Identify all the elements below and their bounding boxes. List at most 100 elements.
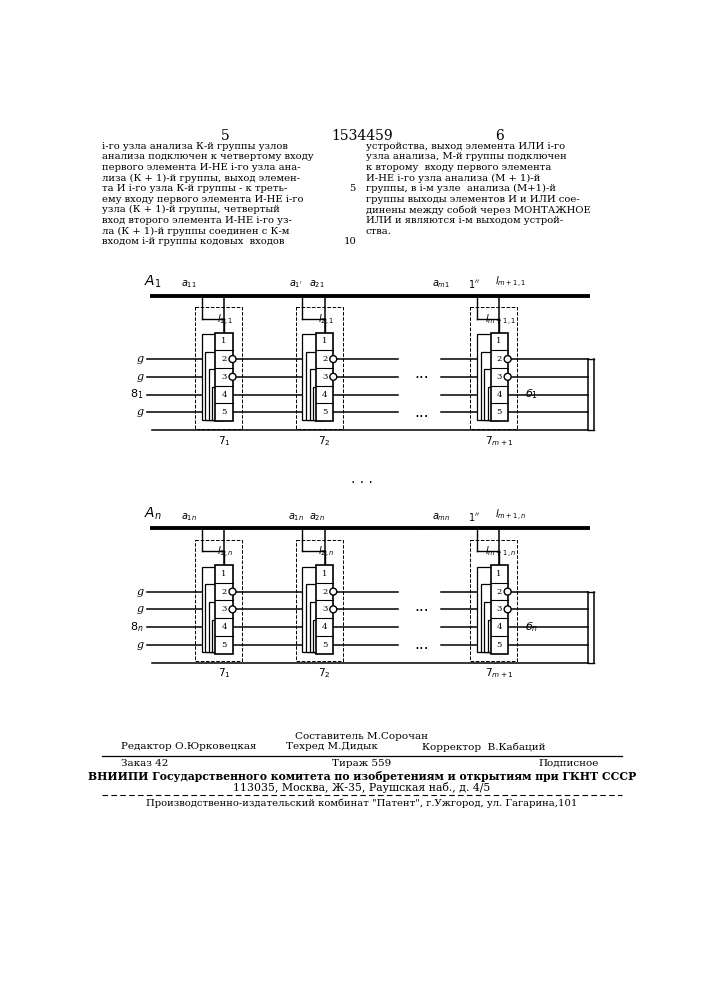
Bar xyxy=(313,620,325,652)
Text: 1: 1 xyxy=(322,337,327,345)
Text: $a_{mn}$: $a_{mn}$ xyxy=(432,511,450,523)
Text: 1: 1 xyxy=(496,570,502,578)
Bar xyxy=(195,540,242,661)
Text: $l_{m+1,1}$: $l_{m+1,1}$ xyxy=(495,275,526,290)
Text: ...: ... xyxy=(414,637,429,652)
Text: $б_n$: $б_n$ xyxy=(525,620,538,634)
Text: 1: 1 xyxy=(221,570,227,578)
Circle shape xyxy=(504,588,511,595)
Text: И-НЕ i-го узла анализа (М + 1)-й: И-НЕ i-го узла анализа (М + 1)-й xyxy=(366,173,540,183)
Bar xyxy=(201,567,224,652)
Bar xyxy=(488,387,499,420)
Text: $a_{1n}$: $a_{1n}$ xyxy=(181,511,197,523)
Text: лиза (К + 1)-й группы, выход элемен-: лиза (К + 1)-й группы, выход элемен- xyxy=(103,173,300,183)
Text: 5: 5 xyxy=(221,129,230,143)
Text: 4: 4 xyxy=(496,391,502,399)
Text: 3: 3 xyxy=(221,373,227,381)
Bar xyxy=(209,369,224,420)
Text: 1: 1 xyxy=(496,337,502,345)
Text: 3: 3 xyxy=(221,605,227,613)
Text: 4: 4 xyxy=(322,623,327,631)
Text: узла (К + 1)-й группы, четвертый: узла (К + 1)-й группы, четвертый xyxy=(103,205,280,214)
Bar xyxy=(296,540,343,661)
Text: 3: 3 xyxy=(496,373,502,381)
Text: Составитель М.Сорочан: Составитель М.Сорочан xyxy=(296,732,428,741)
Bar xyxy=(481,584,499,652)
Text: $l_{m+1,n}$: $l_{m+1,n}$ xyxy=(485,545,516,560)
Text: $l_{1,1}$: $l_{1,1}$ xyxy=(218,313,233,328)
Text: g: g xyxy=(136,640,144,650)
Text: Заказ 42: Заказ 42 xyxy=(121,759,168,768)
Text: первого элемента И-НЕ i-го узла ана-: первого элемента И-НЕ i-го узла ана- xyxy=(103,163,301,172)
Text: ства.: ства. xyxy=(366,227,392,236)
Bar xyxy=(195,307,242,429)
Bar xyxy=(316,333,333,421)
Bar xyxy=(206,352,224,420)
Text: входом i-й группы кодовых  входов: входом i-й группы кодовых входов xyxy=(103,237,285,246)
Bar xyxy=(488,620,499,652)
Text: $7_1$: $7_1$ xyxy=(218,667,230,681)
Text: 5: 5 xyxy=(221,641,227,649)
Text: 4: 4 xyxy=(322,391,327,399)
Text: 3: 3 xyxy=(322,605,327,613)
Text: $7_2$: $7_2$ xyxy=(318,434,331,448)
Bar xyxy=(481,352,499,420)
Bar xyxy=(484,369,499,420)
Bar xyxy=(491,333,508,421)
Text: $l_{2,n}$: $l_{2,n}$ xyxy=(318,545,334,560)
Text: группы, в i-м узле  анализа (М+1)-й: группы, в i-м узле анализа (М+1)-й xyxy=(366,184,556,193)
Text: $l_{2,1}$: $l_{2,1}$ xyxy=(318,313,334,328)
Bar xyxy=(477,334,499,420)
Bar xyxy=(201,334,224,420)
Text: ...: ... xyxy=(414,518,429,533)
Text: $7_1$: $7_1$ xyxy=(218,434,230,448)
Text: 4: 4 xyxy=(221,391,227,399)
Bar xyxy=(216,565,233,654)
Text: 2: 2 xyxy=(496,588,502,596)
Text: ему входу первого элемента И-НЕ i-го: ему входу первого элемента И-НЕ i-го xyxy=(103,195,304,204)
Text: 6: 6 xyxy=(495,129,503,143)
Text: $7_{m+1}$: $7_{m+1}$ xyxy=(485,667,513,681)
Text: $1''$: $1''$ xyxy=(467,511,479,523)
Text: $a_{1n}$: $a_{1n}$ xyxy=(288,511,304,523)
Text: 4: 4 xyxy=(221,623,227,631)
Text: 1: 1 xyxy=(322,570,327,578)
Text: 5: 5 xyxy=(496,408,502,416)
Bar xyxy=(209,602,224,652)
Text: ...: ... xyxy=(414,366,429,381)
Text: группы выходы элементов И и ИЛИ сое-: группы выходы элементов И и ИЛИ сое- xyxy=(366,195,580,204)
Circle shape xyxy=(504,373,511,380)
Text: 2: 2 xyxy=(322,355,327,363)
Text: $8_n$: $8_n$ xyxy=(130,620,144,634)
Text: динены между собой через МОНТАЖНОЕ: динены между собой через МОНТАЖНОЕ xyxy=(366,205,590,215)
Bar xyxy=(303,334,325,420)
Text: $a_{21}$: $a_{21}$ xyxy=(309,278,325,290)
Bar xyxy=(216,333,233,421)
Text: $8_1$: $8_1$ xyxy=(130,388,144,401)
Circle shape xyxy=(229,588,236,595)
Circle shape xyxy=(329,356,337,363)
Circle shape xyxy=(329,373,337,380)
Bar xyxy=(477,567,499,652)
Text: $l_{m+1,1}$: $l_{m+1,1}$ xyxy=(485,313,516,328)
Text: g: g xyxy=(136,372,144,382)
Text: 4: 4 xyxy=(496,623,502,631)
Bar xyxy=(470,540,517,661)
Text: 113035, Москва, Ж-35, Раушская наб., д. 4/5: 113035, Москва, Ж-35, Раушская наб., д. … xyxy=(233,782,491,793)
Text: . . .: . . . xyxy=(351,472,373,486)
Bar xyxy=(491,565,508,654)
Circle shape xyxy=(229,373,236,380)
Circle shape xyxy=(229,606,236,613)
Text: вход второго элемента И-НЕ i-го уз-: вход второго элемента И-НЕ i-го уз- xyxy=(103,216,292,225)
Text: та И i-го узла К-й группы - к треть-: та И i-го узла К-й группы - к треть- xyxy=(103,184,288,193)
Text: 1: 1 xyxy=(221,337,227,345)
Text: 2: 2 xyxy=(221,355,227,363)
Text: к второму  входу первого элемента: к второму входу первого элемента xyxy=(366,163,551,172)
Text: g: g xyxy=(136,354,144,364)
Bar xyxy=(310,602,325,652)
Bar xyxy=(470,307,517,429)
Bar xyxy=(484,602,499,652)
Text: $a_{2n}$: $a_{2n}$ xyxy=(309,511,325,523)
Text: 5: 5 xyxy=(322,408,327,416)
Text: g: g xyxy=(136,587,144,597)
